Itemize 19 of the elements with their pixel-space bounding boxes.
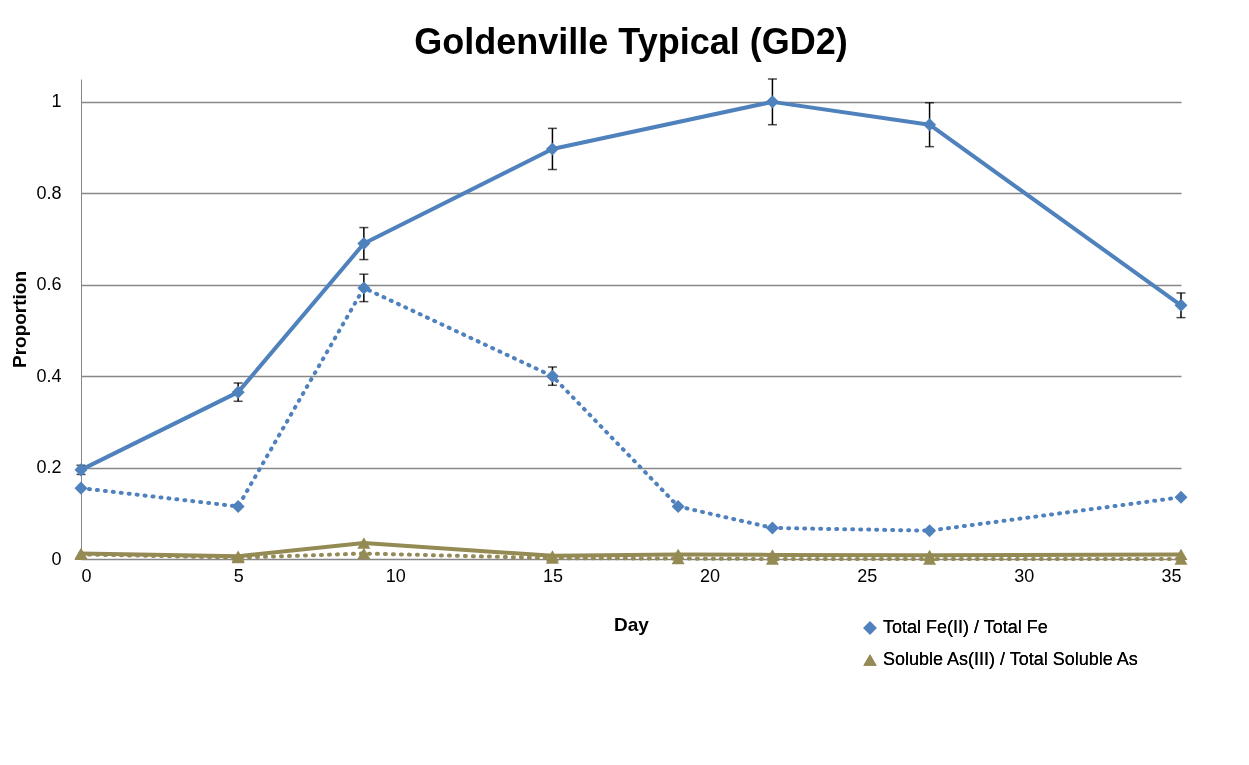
x-tick-label: 0 xyxy=(81,565,92,586)
y-tick-label: 0 xyxy=(51,548,62,569)
y-tick-label: 0.4 xyxy=(36,365,62,386)
y-tick-label: 1 xyxy=(51,91,62,112)
x-tick-label: 10 xyxy=(385,565,406,586)
x-tick-label: 35 xyxy=(1161,565,1182,586)
y-tick-label: 0.2 xyxy=(36,457,62,478)
y-tick-label: 0.8 xyxy=(36,182,62,203)
y-tick-label: 0.6 xyxy=(36,274,62,295)
chart-title: Goldenville Typical (GD2) xyxy=(414,21,848,63)
x-tick-label: 15 xyxy=(542,565,563,586)
x-tick-label: 30 xyxy=(1014,565,1035,586)
x-tick-label: 25 xyxy=(857,565,878,586)
x-tick-label: 20 xyxy=(700,565,721,586)
legend-label: Total Fe(II) / Total Fe xyxy=(883,617,1048,637)
legend-label: Soluble As(III) / Total Soluble As xyxy=(883,649,1138,669)
x-axis-title: Day xyxy=(614,613,650,635)
y-axis-title: Proportion xyxy=(9,270,31,369)
x-tick-label: 5 xyxy=(233,565,244,586)
